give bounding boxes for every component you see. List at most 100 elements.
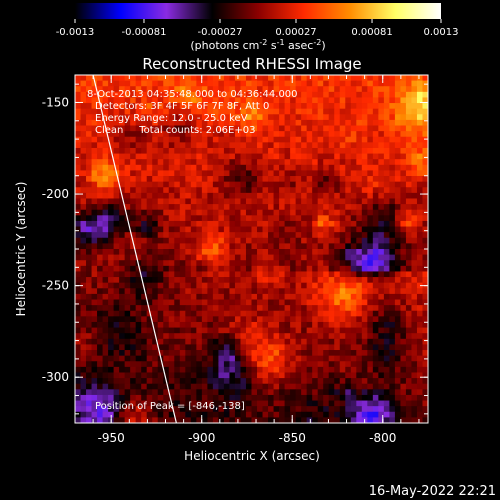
heatmap-cell: [196, 198, 203, 205]
heatmap-cell: [174, 209, 181, 216]
heatmap-cell: [268, 372, 274, 379]
heatmap-cell: [416, 192, 423, 199]
heatmap-cell: [356, 406, 363, 413]
heatmap-cell: [350, 86, 357, 93]
heatmap-cell: [86, 321, 92, 328]
heatmap-cell: [262, 355, 269, 362]
heatmap-cell: [174, 164, 181, 171]
heatmap-cell: [290, 237, 297, 244]
heatmap-cell: [268, 142, 274, 149]
heatmap-cell: [157, 366, 164, 373]
heatmap-cell: [295, 75, 302, 82]
heatmap-cell: [312, 198, 319, 205]
heatmap-cell: [339, 265, 346, 272]
heatmap-cell: [345, 406, 352, 413]
heatmap-cell: [356, 215, 363, 222]
heatmap-cell: [273, 277, 280, 284]
heatmap-cell: [257, 249, 263, 256]
heatmap-cell: [163, 277, 170, 284]
heatmap-cell: [312, 220, 319, 227]
heatmap-cell: [234, 338, 241, 345]
heatmap-cell: [113, 260, 120, 267]
heatmap-cell: [174, 277, 181, 284]
heatmap-cell: [273, 293, 280, 300]
heatmap-cell: [135, 310, 142, 317]
heatmap-cell: [196, 321, 203, 328]
heatmap-cell: [416, 305, 423, 312]
heatmap-cell: [86, 192, 92, 199]
heatmap-cell: [163, 204, 170, 211]
heatmap-cell: [97, 249, 103, 256]
heatmap-cell: [179, 333, 186, 340]
heatmap-cell: [301, 215, 308, 222]
heatmap-cell: [334, 226, 341, 233]
heatmap-cell: [185, 400, 192, 407]
heatmap-cell: [416, 153, 423, 160]
heatmap-cell: [301, 394, 308, 401]
heatmap-cell: [240, 277, 247, 284]
heatmap-cell: [75, 288, 81, 295]
heatmap-cell: [411, 187, 418, 194]
heatmap-cell: [290, 366, 297, 373]
heatmap-cell: [135, 265, 142, 272]
heatmap-cell: [394, 411, 401, 418]
heatmap-cell: [201, 164, 208, 171]
heatmap-cell: [361, 406, 368, 413]
heatmap-cell: [361, 159, 368, 166]
heatmap-cell: [86, 237, 92, 244]
heatmap-cell: [102, 288, 109, 295]
heatmap-cell: [141, 80, 148, 87]
heatmap-cell: [201, 237, 208, 244]
heatmap-cell: [223, 164, 230, 171]
heatmap-cell: [279, 80, 285, 87]
heatmap-cell: [345, 176, 352, 183]
heatmap-cell: [251, 366, 258, 373]
heatmap-cell: [345, 338, 352, 345]
heatmap-cell: [75, 271, 81, 278]
heatmap-cell: [190, 91, 197, 98]
heatmap-cell: [378, 417, 385, 423]
heatmap-cell: [279, 344, 285, 351]
heatmap-cell: [207, 372, 214, 379]
heatmap-cell: [306, 131, 313, 138]
heatmap-cell: [141, 75, 148, 82]
heatmap-cell: [113, 389, 120, 396]
heatmap-cell: [124, 333, 131, 340]
heatmap-cell: [157, 108, 164, 115]
heatmap-cell: [152, 249, 159, 256]
heatmap-cell: [86, 378, 92, 385]
heatmap-cell: [328, 131, 335, 138]
heatmap-cell: [312, 254, 319, 261]
heatmap-cell: [201, 389, 208, 396]
heatmap-cell: [295, 305, 302, 312]
heatmap-cell: [422, 170, 428, 177]
heatmap-cell: [301, 288, 308, 295]
heatmap-cell: [75, 372, 81, 379]
heatmap-cell: [163, 91, 170, 98]
heatmap-cell: [383, 181, 390, 188]
heatmap-cell: [212, 75, 219, 82]
heatmap-cell: [295, 282, 302, 289]
heatmap-cell: [185, 288, 192, 295]
heatmap-cell: [119, 305, 126, 312]
heatmap-cell: [273, 327, 280, 334]
heatmap-cell: [97, 355, 103, 362]
heatmap-cell: [262, 232, 269, 239]
heatmap-cell: [223, 159, 230, 166]
heatmap-cell: [86, 333, 92, 340]
heatmap-cell: [273, 366, 280, 373]
heatmap-cell: [383, 316, 390, 323]
heatmap-cell: [75, 159, 81, 166]
heatmap-cell: [251, 97, 258, 104]
heatmap-cell: [378, 406, 385, 413]
heatmap-cell: [411, 232, 418, 239]
heatmap-cell: [141, 119, 148, 126]
heatmap-cell: [130, 293, 137, 300]
heatmap-cell: [400, 119, 407, 126]
heatmap-cell: [356, 344, 363, 351]
heatmap-cell: [323, 277, 330, 284]
heatmap-cell: [113, 394, 120, 401]
heatmap-cell: [317, 97, 324, 104]
heatmap-cell: [290, 316, 297, 323]
heatmap-cell: [229, 361, 236, 368]
